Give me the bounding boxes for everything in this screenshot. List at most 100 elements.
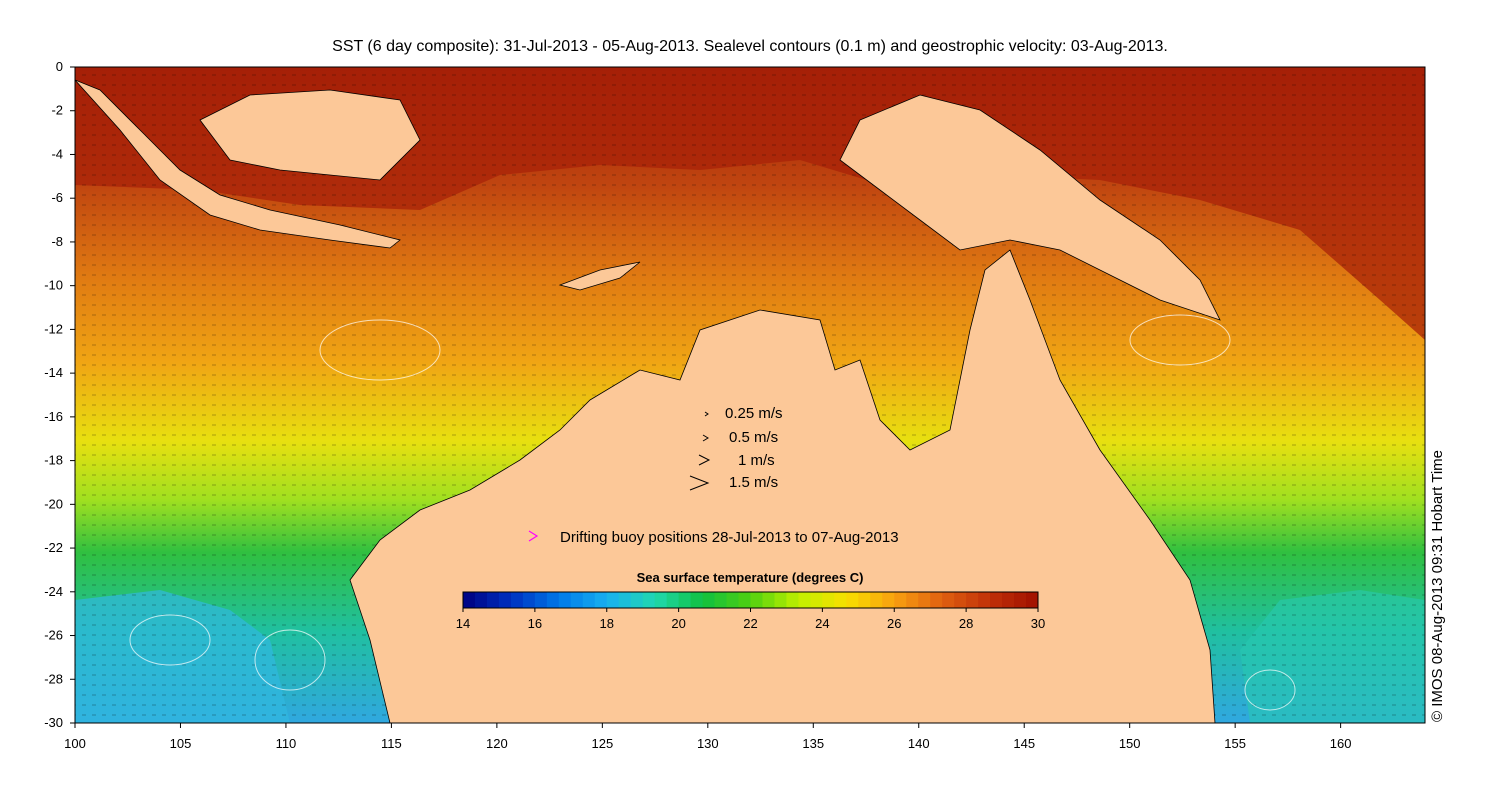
lat-tick-label: -26 xyxy=(44,628,63,643)
lat-tick-label: -12 xyxy=(44,321,63,336)
buoy-legend-label: Drifting buoy positions 28-Jul-2013 to 0… xyxy=(560,529,899,546)
colorbar-cell xyxy=(570,592,584,608)
velocity-legend-label: 0.25 m/s xyxy=(725,405,783,422)
credit-text: © IMOS 08-Aug-2013 09:31 Hobart Time xyxy=(1429,450,1446,722)
lon-tick-label: 120 xyxy=(486,736,508,751)
buoy-marker-icon xyxy=(528,530,539,542)
buoy-legend: Drifting buoy positions 28-Jul-2013 to 0… xyxy=(528,529,899,546)
colorbar-cell xyxy=(474,592,488,608)
lat-tick-label: -10 xyxy=(44,278,63,293)
lon-tick-label: 155 xyxy=(1224,736,1246,751)
longitude-axis: 100 105 110 115 120 125 130 135 140 145 150 155 160 xyxy=(64,723,1351,751)
colorbar-cell xyxy=(654,592,668,608)
lat-tick-label: -24 xyxy=(44,584,63,599)
velocity-arrow-icon xyxy=(702,434,709,442)
map-title: SST (6 day composite): 31-Jul-2013 - 05-… xyxy=(332,38,1168,55)
colorbar-cell xyxy=(702,592,716,608)
colorbar-cell xyxy=(774,592,787,608)
colorbar-cell xyxy=(714,592,728,608)
lat-tick-label: -18 xyxy=(44,453,63,468)
lon-tick-label: 105 xyxy=(170,736,192,751)
lon-tick-label: 125 xyxy=(591,736,613,751)
latitude-axis: 0 -2 -4 -6 -8 -10 -12 -14 -16 -18 -20 -22 -24 -26 -28 -… xyxy=(44,59,75,730)
colorbar-cell xyxy=(954,592,967,608)
lat-tick-label: -6 xyxy=(51,190,63,205)
colorbar-cell xyxy=(906,592,919,608)
colorbar-cell xyxy=(546,592,560,608)
sealevel-contours xyxy=(129,314,1296,711)
colorbar-cell xyxy=(966,592,979,608)
lon-tick-label: 140 xyxy=(908,736,930,751)
map-frame xyxy=(74,66,1426,724)
new-guinea-landmass xyxy=(839,94,1221,321)
borneo-landmass xyxy=(199,89,421,181)
lon-tick-label: 100 xyxy=(64,736,86,751)
lon-tick-label: 160 xyxy=(1330,736,1352,751)
colorbar-tick-label: 26 xyxy=(887,616,901,631)
colorbar-cell xyxy=(1026,592,1039,608)
colorbar-cell xyxy=(750,592,763,608)
colorbar-tick-label: 16 xyxy=(528,616,542,631)
colorbar-tick-label: 14 xyxy=(456,616,470,631)
colorbar-cell xyxy=(930,592,943,608)
colorbar-tick-label: 28 xyxy=(959,616,973,631)
velocity-arrow-icon xyxy=(698,454,711,466)
colorbar-cell xyxy=(738,592,751,608)
velocity-arrow-icon xyxy=(689,475,710,491)
colorbar-cell xyxy=(810,592,823,608)
colorbar-cell xyxy=(786,592,799,608)
colorbar: Sea surface temperature (degrees C) 14 16… xyxy=(456,570,1045,631)
colorbar-cell xyxy=(822,592,835,608)
lon-tick-label: 110 xyxy=(276,736,297,751)
colorbar-cell xyxy=(618,592,632,608)
lon-tick-label: 135 xyxy=(802,736,824,751)
colorbar-cell xyxy=(594,592,608,608)
colorbar-cell xyxy=(858,592,871,608)
colorbar-cell xyxy=(690,592,704,608)
colorbar-cell xyxy=(1014,592,1027,608)
colorbar-cell xyxy=(630,592,644,608)
timor-landmass xyxy=(558,261,641,291)
lat-tick-label: -20 xyxy=(44,496,63,511)
lat-tick-label: 0 xyxy=(56,59,63,74)
colorbar-cell xyxy=(678,592,692,608)
colorbar-cell xyxy=(606,592,620,608)
velocity-arrow-icon xyxy=(704,411,709,417)
velocity-legend: 0.25 m/s 0.5 m/s 1 m/s 1.5 m/s xyxy=(689,405,783,491)
colorbar-cell xyxy=(582,592,596,608)
lon-tick-label: 115 xyxy=(381,736,402,751)
colorbar-title: Sea surface temperature (degrees C) xyxy=(637,570,864,585)
colorbar-cell xyxy=(978,592,991,608)
colorbar-cell xyxy=(522,592,536,608)
colorbar-tick-label: 18 xyxy=(600,616,614,631)
velocity-legend-label: 1 m/s xyxy=(738,452,775,469)
colorbar-cell xyxy=(798,592,811,608)
lon-tick-label: 150 xyxy=(1119,736,1141,751)
colorbar-cell xyxy=(558,592,572,608)
lat-tick-label: -14 xyxy=(44,365,63,380)
lat-tick-label: -4 xyxy=(51,146,63,161)
lat-tick-label: -30 xyxy=(44,715,63,730)
colorbar-cell xyxy=(534,592,548,608)
colorbar-tick-label: 20 xyxy=(671,616,685,631)
colorbar-cell xyxy=(486,592,500,608)
java-sumatra-landmass xyxy=(75,79,401,249)
colorbar-cell xyxy=(762,592,775,608)
colorbar-cell xyxy=(642,592,656,608)
colorbar-cell xyxy=(666,592,680,608)
colorbar-cell xyxy=(882,592,895,608)
colorbar-cell xyxy=(990,592,1003,608)
velocity-legend-label: 0.5 m/s xyxy=(729,429,778,446)
colorbar-cell xyxy=(463,592,476,608)
lat-tick-label: -16 xyxy=(44,409,63,424)
colorbar-tick-label: 24 xyxy=(815,616,829,631)
colorbar-cell xyxy=(918,592,931,608)
colorbar-cell xyxy=(726,592,740,608)
colorbar-cell xyxy=(942,592,955,608)
colorbar-tick-label: 22 xyxy=(743,616,757,631)
colorbar-ticks: 14 16 18 20 22 24 26 28 30 xyxy=(456,608,1045,631)
colorbar-cell xyxy=(834,592,847,608)
colorbar-cell xyxy=(894,592,907,608)
lon-tick-label: 130 xyxy=(697,736,719,751)
